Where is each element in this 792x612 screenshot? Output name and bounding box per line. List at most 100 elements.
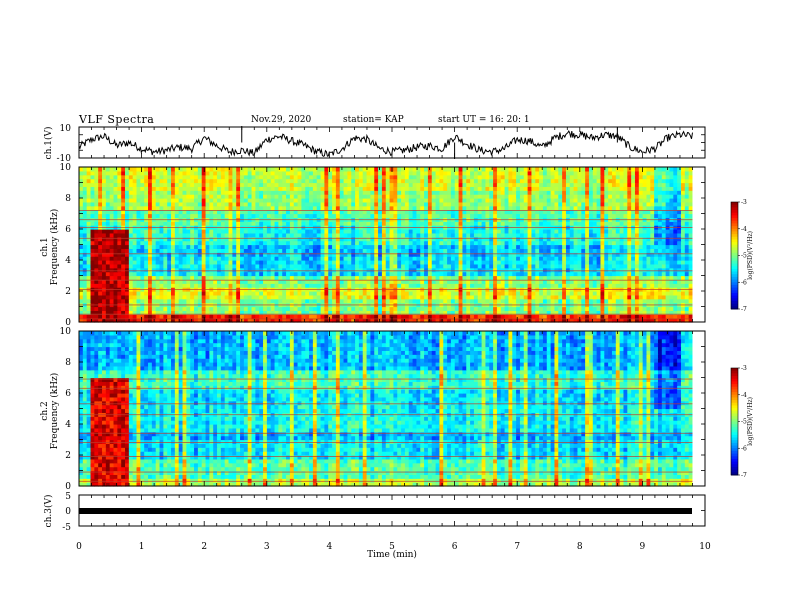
- spec-cell: [408, 229, 414, 234]
- spec-cell: [148, 291, 153, 296]
- spec-cell: [247, 267, 253, 273]
- spec-cell: [684, 306, 690, 311]
- spec-cell: [424, 314, 429, 319]
- spec-cell: [634, 205, 640, 211]
- spec-cell: [351, 236, 356, 242]
- spec-cell: [144, 271, 149, 277]
- spec-cell: [197, 306, 203, 311]
- spec-cell: [558, 221, 563, 226]
- spec-cell: [650, 221, 655, 226]
- spec-cell: [355, 260, 360, 265]
- spec-cell: [259, 252, 264, 257]
- spec-cell: [224, 279, 230, 284]
- spec-cell: [347, 248, 352, 253]
- spec-cell: [263, 256, 268, 261]
- spec-cell: [458, 275, 464, 280]
- spec-cell: [251, 209, 256, 215]
- spec-cell: [194, 260, 199, 265]
- spec-cell: [473, 260, 479, 265]
- spec-cell: [558, 248, 563, 253]
- spec-cell: [416, 244, 421, 249]
- spec-cell: [370, 275, 375, 280]
- spec-cell: [343, 248, 348, 253]
- spec-cell: [324, 283, 329, 288]
- spec-cell: [650, 275, 655, 280]
- spec-cell: [669, 294, 674, 300]
- spec-cell: [79, 283, 84, 288]
- spec-cell: [673, 256, 678, 261]
- spec-cell: [393, 221, 398, 226]
- spec-cell: [477, 248, 483, 253]
- spec-cell: [105, 209, 111, 215]
- spec-cell: [339, 213, 345, 218]
- spec-cell: [462, 256, 467, 261]
- spec-cell: [404, 205, 410, 211]
- spec-cell: [496, 306, 502, 311]
- spec-cell: [642, 213, 648, 218]
- spec-cell: [611, 283, 617, 288]
- spec-cell: [688, 209, 694, 215]
- spec-cell: [473, 252, 479, 257]
- spec-cell: [105, 229, 111, 234]
- spec-cell: [470, 279, 475, 284]
- spec-cell: [485, 213, 490, 218]
- spec-cell: [420, 209, 425, 215]
- spec-cell: [565, 244, 571, 249]
- spec-cell: [427, 310, 433, 315]
- spec-cell: [125, 209, 130, 215]
- spec-cell: [504, 229, 510, 234]
- spec-cell: [542, 263, 548, 269]
- spec-cell: [266, 271, 272, 277]
- spec-cell: [646, 318, 651, 323]
- spec-cell: [358, 298, 364, 304]
- spec-cell: [508, 267, 513, 273]
- spec-cell: [646, 275, 651, 280]
- spec-cell: [554, 271, 559, 277]
- spec-cell: [431, 271, 437, 277]
- spec-cell: [397, 221, 402, 226]
- spec-cell: [259, 232, 264, 238]
- spec-cell: [132, 318, 138, 323]
- spec-cell: [665, 213, 671, 218]
- spec-cell: [94, 275, 99, 280]
- spec-cell: [677, 244, 682, 249]
- spec-cell: [393, 310, 398, 315]
- spec-cell: [228, 240, 233, 246]
- spec-cell: [94, 232, 99, 238]
- spec-cell: [565, 240, 571, 246]
- spec-cell: [309, 205, 314, 211]
- spec-cell: [462, 306, 467, 311]
- spec-cell: [209, 252, 214, 257]
- spec-cell: [94, 263, 99, 269]
- spec-cell: [266, 275, 272, 280]
- spec-cell: [462, 291, 467, 296]
- spec-cell: [312, 256, 318, 261]
- spec-cell: [270, 260, 276, 265]
- spec-cell: [416, 221, 421, 226]
- spec-cell: [401, 213, 406, 218]
- spec-cell: [562, 248, 567, 253]
- spec-cell: [255, 229, 260, 234]
- spec-cell: [328, 318, 333, 323]
- spec-cell: [182, 294, 187, 300]
- spec-cell: [477, 236, 483, 242]
- spec-cell: [627, 229, 632, 234]
- spec-cell: [217, 260, 222, 265]
- spec-cell: [117, 236, 122, 242]
- spec-cell: [581, 232, 586, 238]
- spec-cell: [240, 271, 245, 277]
- spec-cell: [466, 229, 471, 234]
- spec-cell: [362, 310, 368, 315]
- spec-cell: [550, 240, 556, 246]
- spec-cell: [661, 221, 667, 226]
- spec-cell: [105, 275, 111, 280]
- spec-cell: [301, 298, 306, 304]
- spec-cell: [542, 279, 548, 284]
- spec-cell: [140, 209, 145, 215]
- spec-cell: [554, 279, 559, 284]
- spec-cell: [113, 252, 118, 257]
- spec-cell: [642, 283, 648, 288]
- spec-cell: [592, 240, 598, 246]
- spec-cell: [631, 232, 636, 238]
- spec-cell: [347, 314, 352, 319]
